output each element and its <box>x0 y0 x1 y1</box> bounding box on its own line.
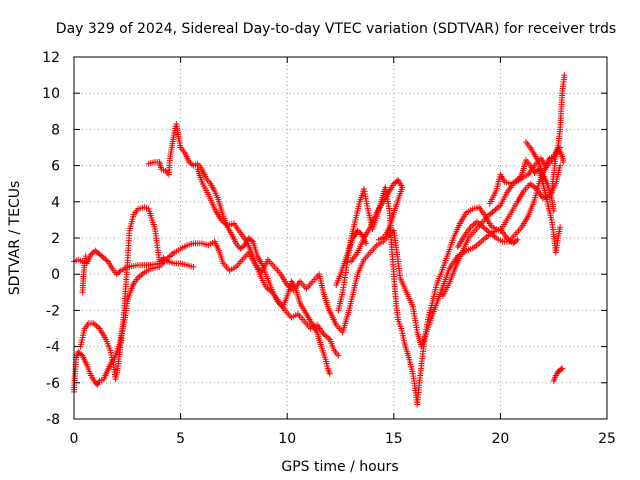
data-layer <box>71 72 568 408</box>
y-tick-label: 10 <box>42 86 60 102</box>
axes: 0 5 10 15 20 25 -8 -6 -4 -2 0 2 4 6 8 10 12 <box>42 50 616 447</box>
data-point <box>550 207 557 214</box>
data-point <box>326 370 333 377</box>
y-tick-label: 2 <box>51 231 60 247</box>
data-point <box>138 272 145 279</box>
data-point <box>322 332 329 339</box>
series-sdtvar-I <box>333 227 370 289</box>
x-tick-label: 0 <box>70 431 79 447</box>
data-point <box>190 263 197 270</box>
data-point <box>469 222 476 229</box>
data-point <box>486 211 493 218</box>
data-point <box>375 236 382 243</box>
series-sdtvar-O <box>550 365 566 384</box>
grid <box>74 57 607 419</box>
data-point <box>103 257 110 264</box>
data-point <box>561 72 568 79</box>
data-point <box>94 324 101 331</box>
x-tick-label: 10 <box>278 431 296 447</box>
data-point <box>559 365 566 372</box>
y-tick-label: 8 <box>51 122 60 138</box>
x-tick-label: 15 <box>385 431 403 447</box>
series-sdtvar-C <box>77 204 167 383</box>
y-tick-label: 4 <box>51 195 60 211</box>
data-point <box>91 321 98 328</box>
data-point <box>481 225 488 232</box>
series-sdtvar-A <box>71 247 197 278</box>
y-tick-label: -4 <box>46 340 60 356</box>
data-point <box>222 220 229 227</box>
y-tick-label: -6 <box>46 376 60 392</box>
y-tick-label: -2 <box>46 303 60 319</box>
data-point <box>557 162 564 169</box>
chart-title: Day 329 of 2024, Sidereal Day-to-day VTE… <box>56 21 616 37</box>
data-point <box>168 252 175 259</box>
data-point <box>494 205 501 212</box>
y-tick-label: 12 <box>42 50 60 66</box>
series-sdtvar-N <box>548 72 568 196</box>
series-sdtvar-F <box>194 166 342 359</box>
series-sdtvar-D <box>79 253 89 296</box>
data-point <box>264 285 271 292</box>
data-point <box>557 224 564 231</box>
y-tick-label: -8 <box>46 412 60 428</box>
data-point <box>483 226 490 233</box>
data-point <box>248 237 255 244</box>
data-point <box>491 207 498 214</box>
data-point <box>363 240 370 247</box>
x-axis-label: GPS time / hours <box>281 459 398 475</box>
data-point <box>514 236 521 243</box>
x-tick-label: 5 <box>176 431 185 447</box>
data-point <box>470 221 477 228</box>
x-tick-label: 20 <box>491 431 509 447</box>
data-point <box>323 333 330 340</box>
data-point <box>160 258 167 265</box>
data-point <box>82 253 89 260</box>
y-axis-label: SDTVAR / TECUs <box>7 181 23 296</box>
data-point <box>240 243 247 250</box>
series-sdtvar-L <box>486 157 564 256</box>
data-point <box>487 210 494 217</box>
data-point <box>116 268 123 275</box>
data-point <box>489 232 496 239</box>
data-point <box>513 238 520 245</box>
data-point <box>93 322 100 329</box>
data-point <box>136 273 143 280</box>
y-tick-label: 6 <box>51 159 60 175</box>
data-point <box>335 352 342 359</box>
data-point <box>489 209 496 216</box>
series-sdtvar-K <box>454 144 564 251</box>
data-point <box>78 351 85 358</box>
series-sdtvar-M <box>522 139 557 214</box>
data-point <box>558 366 565 373</box>
x-tick-label: 25 <box>598 431 616 447</box>
y-tick-label: 0 <box>51 267 60 283</box>
data-point <box>495 203 502 210</box>
data-point <box>560 158 567 165</box>
series-sdtvar-E <box>145 120 333 377</box>
data-point <box>357 230 364 237</box>
data-point <box>492 206 499 213</box>
